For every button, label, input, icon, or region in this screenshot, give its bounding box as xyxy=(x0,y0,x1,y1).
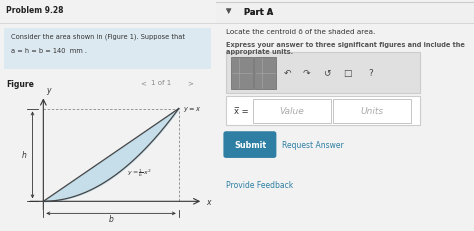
Text: Part A: Part A xyxy=(244,8,273,17)
Text: Express your answer to three significant figures and include the appropriate uni: Express your answer to three significant… xyxy=(226,42,465,55)
Text: h: h xyxy=(22,151,27,160)
FancyBboxPatch shape xyxy=(226,53,420,94)
Text: x̅ =: x̅ = xyxy=(234,106,248,115)
FancyBboxPatch shape xyxy=(216,3,474,24)
Text: Units: Units xyxy=(360,106,383,115)
Text: Value: Value xyxy=(280,106,304,115)
Text: ?: ? xyxy=(368,68,373,77)
Text: 1 of 1: 1 of 1 xyxy=(151,80,171,86)
Text: Submit: Submit xyxy=(234,140,266,149)
Text: >: > xyxy=(188,80,193,86)
Text: $y = x$: $y = x$ xyxy=(183,105,201,113)
Text: Part A: Part A xyxy=(244,8,273,17)
FancyBboxPatch shape xyxy=(226,97,420,126)
Text: Provide Feedback: Provide Feedback xyxy=(226,180,293,189)
Text: ↷: ↷ xyxy=(302,68,310,77)
FancyBboxPatch shape xyxy=(255,58,276,90)
Text: a = h = b = 140  mm .: a = h = b = 140 mm . xyxy=(11,47,87,53)
Text: Request Answer: Request Answer xyxy=(282,140,343,149)
Text: y: y xyxy=(46,85,51,94)
Text: b: b xyxy=(109,215,113,223)
Text: Consider the area shown in (Figure 1). Suppose that: Consider the area shown in (Figure 1). S… xyxy=(11,33,185,40)
FancyBboxPatch shape xyxy=(4,29,211,69)
Text: ↺: ↺ xyxy=(323,68,330,77)
FancyBboxPatch shape xyxy=(231,58,253,90)
Text: x: x xyxy=(206,197,210,206)
Text: ▼: ▼ xyxy=(226,8,231,14)
FancyBboxPatch shape xyxy=(333,99,410,124)
Text: Locate the centroid ō of the shaded area.: Locate the centroid ō of the shaded area… xyxy=(226,29,375,35)
Text: ▼: ▼ xyxy=(226,8,231,14)
Text: Figure: Figure xyxy=(7,80,34,89)
Text: <: < xyxy=(140,80,146,86)
Text: $y = \frac{1}{b}\,x^2$: $y = \frac{1}{b}\,x^2$ xyxy=(128,166,152,178)
Text: ↶: ↶ xyxy=(284,68,292,77)
Text: □: □ xyxy=(343,68,352,77)
Text: Problem 9.28: Problem 9.28 xyxy=(7,6,64,15)
FancyBboxPatch shape xyxy=(223,132,276,158)
FancyBboxPatch shape xyxy=(253,99,331,124)
